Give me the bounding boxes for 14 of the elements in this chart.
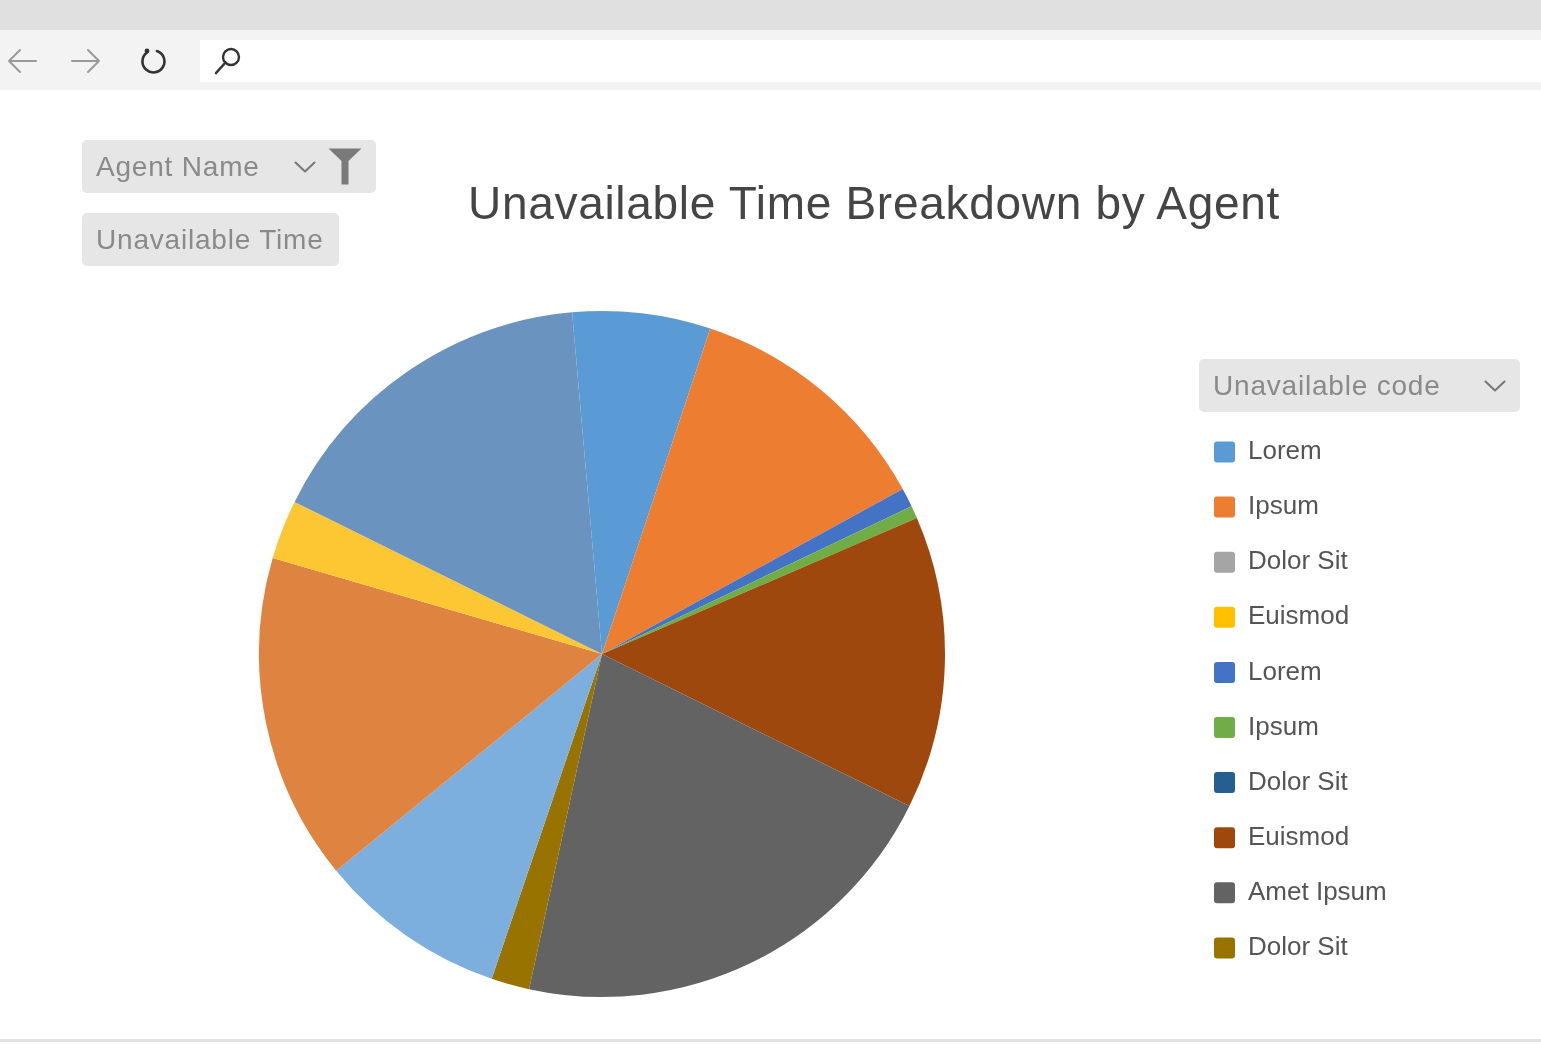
legend-label: Dolor Sit [1248, 765, 1349, 796]
legend-label: Amet Ipsum [1248, 875, 1387, 906]
text: Agent Name [96, 149, 260, 184]
legend-label: Lorem [1248, 435, 1322, 466]
legend-label: Ipsum [1248, 710, 1319, 741]
text: Unavailable Time [96, 222, 324, 257]
legend-label: Euismod [1248, 600, 1350, 631]
legend-label: Euismod [1248, 820, 1350, 851]
legend-title: Unavailable code [1213, 368, 1441, 403]
legend-label: Lorem [1248, 655, 1322, 686]
legend-label: Dolor Sit [1248, 545, 1349, 576]
legend-label: Ipsum [1248, 490, 1319, 521]
legend-label: Dolor Sit [1248, 931, 1349, 962]
chart-title: Unavailable Time Breakdown by Agent [467, 177, 1281, 229]
